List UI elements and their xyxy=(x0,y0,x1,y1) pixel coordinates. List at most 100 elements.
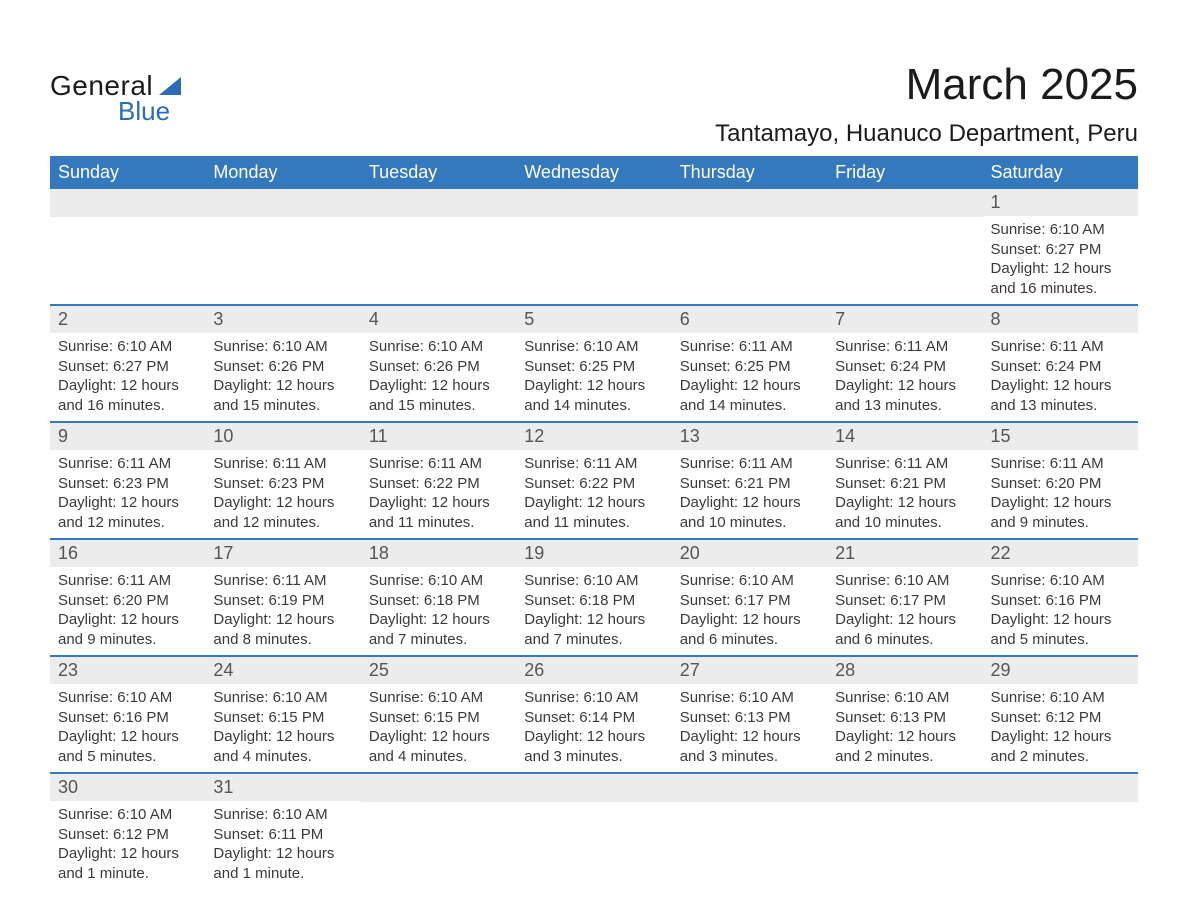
calendar-day-cell: 2Sunrise: 6:10 AMSunset: 6:27 PMDaylight… xyxy=(50,306,205,421)
day-number: 20 xyxy=(672,540,827,567)
day-sunset: Sunset: 6:21 PM xyxy=(680,474,819,494)
day-details: Sunrise: 6:10 AMSunset: 6:14 PMDaylight:… xyxy=(516,684,671,772)
day-day1: Daylight: 12 hours xyxy=(213,727,352,747)
day-sunrise: Sunrise: 6:10 AM xyxy=(58,688,197,708)
day-number: 12 xyxy=(516,423,671,450)
day-sunset: Sunset: 6:12 PM xyxy=(58,825,197,845)
day-day1: Daylight: 12 hours xyxy=(835,610,974,630)
day-day1: Daylight: 12 hours xyxy=(991,727,1130,747)
day-sunset: Sunset: 6:15 PM xyxy=(213,708,352,728)
day-sunset: Sunset: 6:27 PM xyxy=(991,240,1130,260)
day-day2: and 6 minutes. xyxy=(680,630,819,650)
day-sunset: Sunset: 6:18 PM xyxy=(369,591,508,611)
day-number: 7 xyxy=(827,306,982,333)
day-sunrise: Sunrise: 6:11 AM xyxy=(991,337,1130,357)
day-details: Sunrise: 6:11 AMSunset: 6:20 PMDaylight:… xyxy=(983,450,1138,538)
day-day2: and 4 minutes. xyxy=(213,747,352,767)
day-day2: and 1 minute. xyxy=(213,864,352,884)
day-day1: Daylight: 12 hours xyxy=(58,844,197,864)
day-details: Sunrise: 6:10 AMSunset: 6:12 PMDaylight:… xyxy=(983,684,1138,772)
day-number: 15 xyxy=(983,423,1138,450)
day-sunset: Sunset: 6:20 PM xyxy=(991,474,1130,494)
calendar-day-cell: 9Sunrise: 6:11 AMSunset: 6:23 PMDaylight… xyxy=(50,423,205,538)
day-day2: and 12 minutes. xyxy=(58,513,197,533)
day-day1: Daylight: 12 hours xyxy=(213,610,352,630)
day-day2: and 16 minutes. xyxy=(58,396,197,416)
day-details: Sunrise: 6:10 AMSunset: 6:18 PMDaylight:… xyxy=(361,567,516,655)
day-details: Sunrise: 6:10 AMSunset: 6:16 PMDaylight:… xyxy=(983,567,1138,655)
day-sunset: Sunset: 6:16 PM xyxy=(58,708,197,728)
day-day1: Daylight: 12 hours xyxy=(991,610,1130,630)
day-details: Sunrise: 6:11 AMSunset: 6:21 PMDaylight:… xyxy=(672,450,827,538)
empty-day-header xyxy=(205,189,360,217)
calendar-day-cell: 17Sunrise: 6:11 AMSunset: 6:19 PMDayligh… xyxy=(205,540,360,655)
day-day2: and 13 minutes. xyxy=(991,396,1130,416)
day-day2: and 16 minutes. xyxy=(991,279,1130,299)
day-details: Sunrise: 6:10 AMSunset: 6:25 PMDaylight:… xyxy=(516,333,671,421)
day-sunrise: Sunrise: 6:11 AM xyxy=(835,337,974,357)
empty-day-header xyxy=(827,774,982,802)
day-sunset: Sunset: 6:19 PM xyxy=(213,591,352,611)
day-day2: and 2 minutes. xyxy=(991,747,1130,767)
day-number: 29 xyxy=(983,657,1138,684)
day-day1: Daylight: 12 hours xyxy=(680,493,819,513)
day-day1: Daylight: 12 hours xyxy=(680,610,819,630)
day-sunrise: Sunrise: 6:10 AM xyxy=(369,688,508,708)
empty-day-header xyxy=(672,189,827,217)
day-day1: Daylight: 12 hours xyxy=(369,727,508,747)
day-details: Sunrise: 6:10 AMSunset: 6:16 PMDaylight:… xyxy=(50,684,205,772)
weekday-header: Tuesday xyxy=(361,156,516,189)
day-number: 14 xyxy=(827,423,982,450)
empty-day-header xyxy=(361,774,516,802)
day-day2: and 15 minutes. xyxy=(369,396,508,416)
day-day2: and 3 minutes. xyxy=(524,747,663,767)
day-sunset: Sunset: 6:17 PM xyxy=(835,591,974,611)
day-sunrise: Sunrise: 6:10 AM xyxy=(58,805,197,825)
day-sunset: Sunset: 6:15 PM xyxy=(369,708,508,728)
day-number: 6 xyxy=(672,306,827,333)
calendar-day-cell: 27Sunrise: 6:10 AMSunset: 6:13 PMDayligh… xyxy=(672,657,827,772)
calendar-day-cell xyxy=(516,774,671,889)
day-details: Sunrise: 6:10 AMSunset: 6:26 PMDaylight:… xyxy=(361,333,516,421)
day-sunrise: Sunrise: 6:10 AM xyxy=(835,571,974,591)
day-day1: Daylight: 12 hours xyxy=(213,376,352,396)
day-sunset: Sunset: 6:24 PM xyxy=(991,357,1130,377)
calendar-day-cell xyxy=(827,189,982,304)
day-day2: and 6 minutes. xyxy=(835,630,974,650)
day-details: Sunrise: 6:11 AMSunset: 6:23 PMDaylight:… xyxy=(205,450,360,538)
day-number: 16 xyxy=(50,540,205,567)
day-day1: Daylight: 12 hours xyxy=(369,610,508,630)
day-number: 2 xyxy=(50,306,205,333)
day-day1: Daylight: 12 hours xyxy=(991,259,1130,279)
calendar-week-row: 16Sunrise: 6:11 AMSunset: 6:20 PMDayligh… xyxy=(50,540,1138,657)
calendar-day-cell: 10Sunrise: 6:11 AMSunset: 6:23 PMDayligh… xyxy=(205,423,360,538)
day-number: 26 xyxy=(516,657,671,684)
day-number: 23 xyxy=(50,657,205,684)
day-day2: and 5 minutes. xyxy=(58,747,197,767)
calendar-day-cell xyxy=(205,189,360,304)
day-details: Sunrise: 6:10 AMSunset: 6:27 PMDaylight:… xyxy=(50,333,205,421)
day-sunrise: Sunrise: 6:11 AM xyxy=(835,454,974,474)
day-details: Sunrise: 6:11 AMSunset: 6:19 PMDaylight:… xyxy=(205,567,360,655)
day-number: 21 xyxy=(827,540,982,567)
day-day1: Daylight: 12 hours xyxy=(524,376,663,396)
month-title: March 2025 xyxy=(715,60,1138,110)
day-day2: and 13 minutes. xyxy=(835,396,974,416)
calendar-day-cell: 6Sunrise: 6:11 AMSunset: 6:25 PMDaylight… xyxy=(672,306,827,421)
brand-blue: Blue xyxy=(118,96,170,127)
day-sunset: Sunset: 6:22 PM xyxy=(524,474,663,494)
day-number: 17 xyxy=(205,540,360,567)
day-day1: Daylight: 12 hours xyxy=(524,727,663,747)
day-number: 10 xyxy=(205,423,360,450)
calendar-day-cell: 19Sunrise: 6:10 AMSunset: 6:18 PMDayligh… xyxy=(516,540,671,655)
day-day1: Daylight: 12 hours xyxy=(680,727,819,747)
day-sunset: Sunset: 6:17 PM xyxy=(680,591,819,611)
day-number: 30 xyxy=(50,774,205,801)
day-day2: and 7 minutes. xyxy=(524,630,663,650)
day-day2: and 8 minutes. xyxy=(213,630,352,650)
day-day2: and 9 minutes. xyxy=(991,513,1130,533)
day-sunset: Sunset: 6:18 PM xyxy=(524,591,663,611)
day-sunrise: Sunrise: 6:10 AM xyxy=(213,688,352,708)
day-sunrise: Sunrise: 6:11 AM xyxy=(213,454,352,474)
calendar-day-cell: 13Sunrise: 6:11 AMSunset: 6:21 PMDayligh… xyxy=(672,423,827,538)
